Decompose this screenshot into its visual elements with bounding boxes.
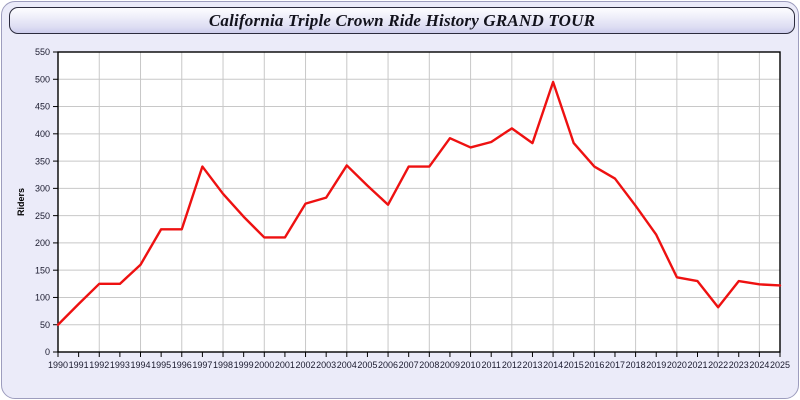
chart-plot-container: 0 50 100 150 200 250 300 350 400 450 500 550 Riders 1… (10, 38, 794, 394)
x-axis-tick-label: 2009 (440, 360, 460, 370)
data-series-line-riders (56, 80, 782, 326)
x-axis-tick-label: 1998 (213, 360, 233, 370)
y-axis-tick-label: 550 (35, 47, 50, 57)
x-axis-tick-label: 2010 (461, 360, 481, 370)
x-axis-tick-label: 1994 (130, 360, 150, 370)
x-axis-tick-label: 2024 (749, 360, 769, 370)
y-axis-tick-label: 500 (35, 74, 50, 84)
y-axis-tick-label: 450 (35, 102, 50, 112)
x-axis-tick-label: 2014 (543, 360, 563, 370)
y-axis-tick-label: 200 (35, 238, 50, 248)
x-axis-tick-label: 2001 (275, 360, 295, 370)
x-axis-tick-label: 2022 (708, 360, 728, 370)
x-axis-tick-label: 2004 (337, 360, 357, 370)
y-axis-tick-label: 0 (45, 347, 50, 357)
x-axis-tick-label: 1997 (192, 360, 212, 370)
x-axis-tick-label: 2013 (522, 360, 542, 370)
x-axis-tick-label: 2021 (687, 360, 707, 370)
y-axis-tick-label: 350 (35, 156, 50, 166)
x-axis-tick-label: 2020 (667, 360, 687, 370)
x-axis: 1990 1991 1992 1993 1994 1995 1996 1997 1998 1999… (48, 352, 790, 370)
x-axis-tick-label: 1992 (89, 360, 109, 370)
plot-border (57, 51, 781, 353)
x-axis-tick-label: 1996 (172, 360, 192, 370)
y-axis-tick-label: 100 (35, 293, 50, 303)
y-axis-tick-label: 50 (40, 320, 50, 330)
x-axis-tick-label: 2000 (254, 360, 274, 370)
x-axis-tick-label: 2019 (646, 360, 666, 370)
x-axis-tick-label: 2007 (399, 360, 419, 370)
x-axis-tick-label: 2025 (770, 360, 790, 370)
y-axis-tick-label: 150 (35, 265, 50, 275)
window-titlebar: California Triple Crown Ride History GRA… (9, 7, 795, 34)
x-axis-tick-label: 1999 (234, 360, 254, 370)
x-axis-tick-label: 2008 (419, 360, 439, 370)
y-axis-tick-label: 300 (35, 184, 50, 194)
x-axis-tick-label: 2006 (378, 360, 398, 370)
x-axis-tick-label: 2011 (482, 360, 501, 370)
x-axis-tick-label: 1990 (48, 360, 68, 370)
x-axis-tick-label: 1991 (69, 360, 89, 370)
y-axis-tick-label: 400 (35, 129, 50, 139)
x-axis-tick-label: 2016 (584, 360, 604, 370)
window-title: California Triple Crown Ride History GRA… (208, 10, 596, 30)
line-chart: 0 50 100 150 200 250 300 350 400 450 500 550 Riders 1… (16, 47, 790, 370)
x-axis-tick-label: 1995 (151, 360, 171, 370)
x-axis-tick-label: 2023 (729, 360, 749, 370)
x-axis-tick-label: 2018 (626, 360, 646, 370)
y-axis-tick-label: 250 (35, 211, 50, 221)
x-axis-tick-label: 2012 (502, 360, 522, 370)
x-axis-tick-label: 2015 (564, 360, 584, 370)
y-axis-title: Riders (16, 188, 26, 216)
plot-background (58, 52, 780, 352)
x-axis-tick-label: 2017 (605, 360, 625, 370)
x-axis-tick-label: 2005 (357, 360, 377, 370)
x-axis-tick-label: 1993 (110, 360, 130, 370)
x-axis-tick-label: 2003 (316, 360, 336, 370)
y-axis: 0 50 100 150 200 250 300 350 400 450 500 550 (35, 47, 58, 357)
x-axis-tick-label: 2002 (296, 360, 316, 370)
